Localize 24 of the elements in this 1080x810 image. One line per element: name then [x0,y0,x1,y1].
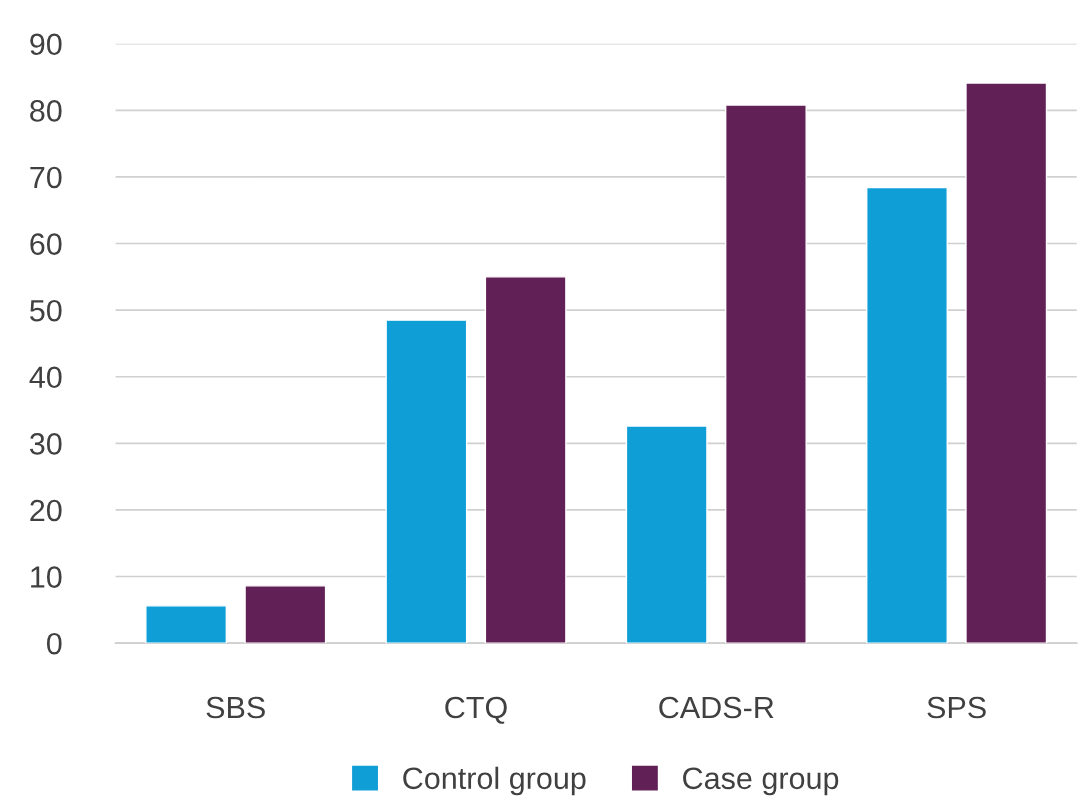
y-tick-label: 90 [30,33,62,56]
y-tick-label: 70 [30,166,62,189]
bar [625,425,708,644]
y-tick-label: 60 [30,233,62,255]
x-tick-label: CTQ [445,696,507,724]
y-tick-label: 80 [30,100,62,122]
x-tick-label: SPS [927,696,986,719]
bar [484,276,567,644]
bar [145,605,228,644]
y-tick-label: 20 [30,499,62,522]
y-tick-label: 0 [46,632,62,655]
bar [724,104,807,644]
legend-label: Control group [403,766,586,796]
y-tick-label: 50 [30,299,62,322]
y-tick-label: 30 [29,433,62,455]
bar [244,585,327,644]
bar [866,186,948,644]
x-tick-label: SBS [206,696,265,719]
legend-label: Case group [683,767,839,796]
bar [965,82,1048,644]
y-tick-label: 40 [29,366,62,389]
y-tick-label: 10 [31,566,62,588]
x-tick-label: CADS-R [659,696,774,719]
bar [385,319,468,644]
